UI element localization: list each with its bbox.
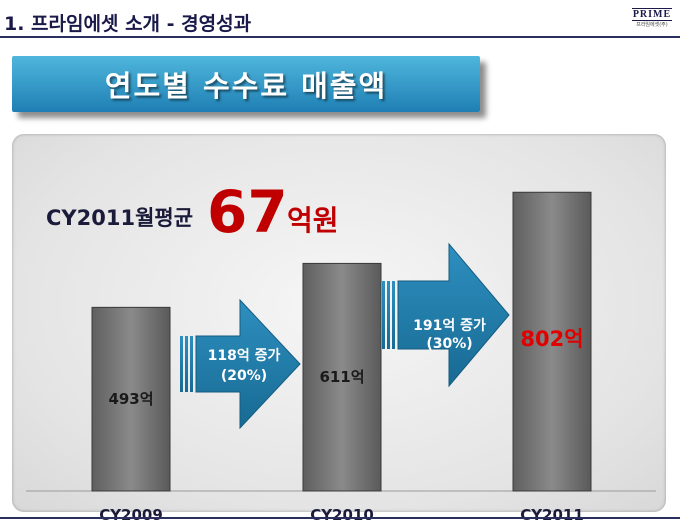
section-banner: 연도별 수수료 매출액 <box>12 56 480 112</box>
footer-divider <box>0 517 680 519</box>
arrow-stripe <box>392 281 395 349</box>
arrow-stripe <box>382 281 385 349</box>
company-logo: PRIME 프라임에셋(주) <box>632 8 672 30</box>
growth-arrow: 118억 증가 (20%) <box>180 298 301 430</box>
headline: CY2011월평균 67 억원 <box>46 178 339 246</box>
header: 1. 프라임에셋 소개 - 경영성과 PRIME 프라임에셋(주) <box>0 0 680 40</box>
banner-title: 연도별 수수료 매출액 <box>104 69 388 103</box>
growth-arrow: 191억 증가 (30%) <box>382 242 510 388</box>
arrow-shape <box>397 242 510 388</box>
growth-percent: (20%) <box>221 368 267 384</box>
category-label: CY2009 <box>99 506 163 524</box>
value-label: 493억 <box>108 390 153 408</box>
header-divider <box>0 36 680 38</box>
bar-cy2009 <box>91 306 171 492</box>
category-label: CY2011 <box>520 506 584 524</box>
bar-cy2011 <box>512 191 592 492</box>
page-title: 1. 프라임에셋 소개 - 경영성과 <box>4 13 252 35</box>
headline-unit: 억원 <box>287 204 339 237</box>
growth-percent: (30%) <box>426 336 472 352</box>
category-label: CY2010 <box>310 506 374 524</box>
bar-cy2010 <box>302 262 382 492</box>
value-label: 611억 <box>319 368 364 386</box>
headline-value: 67 <box>207 178 288 246</box>
headline-prefix: CY2011월평균 <box>46 206 193 230</box>
growth-label: 191억 증가 <box>413 318 486 334</box>
growth-label: 118억 증가 <box>208 348 281 364</box>
logo-subtext: 프라임에셋(주) <box>636 22 668 28</box>
logo-mark: PRIME <box>632 8 672 21</box>
arrow-stripe <box>180 336 183 392</box>
arrow-stripe <box>387 281 390 349</box>
arrow-stripe <box>190 336 193 392</box>
arrow-stripe <box>185 336 188 392</box>
arrow-shape <box>195 298 301 430</box>
value-label: 802억 <box>520 327 583 351</box>
